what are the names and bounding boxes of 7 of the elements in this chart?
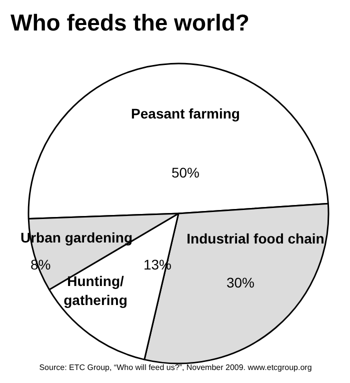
data-label: 30% xyxy=(226,274,255,290)
source-note: Source: ETC Group, “Who will feed us?”, November 2009. www.etcgroup.org xyxy=(39,363,312,372)
slice-label: Peasant farming xyxy=(131,106,240,122)
slice-label: Industrial food chain xyxy=(186,230,324,246)
chart-title: Who feeds the world? xyxy=(10,10,250,36)
slice-label: Hunting/ gathering xyxy=(64,273,128,308)
data-label: 50% xyxy=(171,164,200,180)
